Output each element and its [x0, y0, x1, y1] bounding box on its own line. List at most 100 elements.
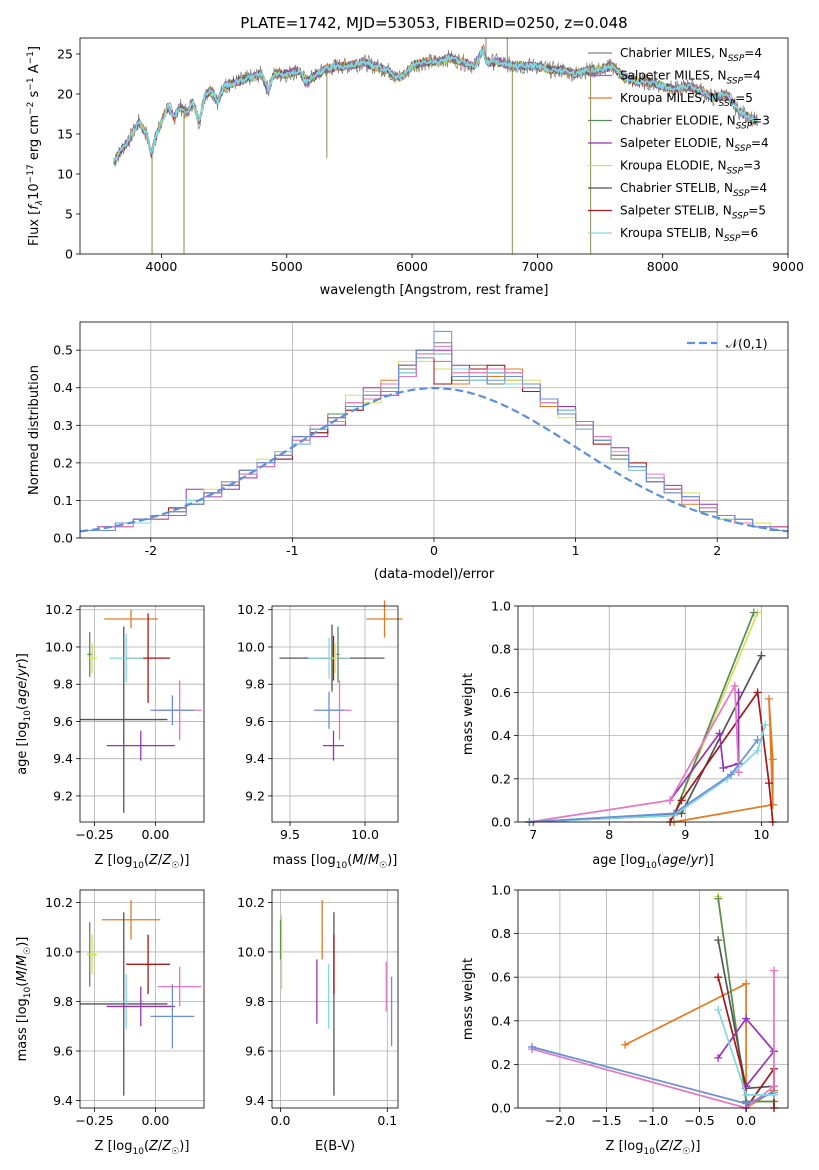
- y-tick-label: 0.6: [491, 970, 511, 985]
- y-tick-label: 9.8: [245, 677, 265, 692]
- y-tick-label: 9.4: [53, 1093, 73, 1108]
- plot-frame: [271, 889, 399, 1109]
- x-axis-label: wavelength [Angstrom, rest frame]: [320, 283, 549, 298]
- legend-label-part: SSP: [727, 77, 744, 87]
- weight-series-line: [529, 682, 740, 823]
- y-tick-label: 0.1: [53, 493, 73, 508]
- y-tick-label: 9.4: [245, 1093, 265, 1108]
- y-axis-label-part: −17: [26, 164, 36, 183]
- legend-label: Kroupa MILES, NSSP=5: [620, 91, 753, 109]
- legend-label-part: =5: [748, 204, 766, 218]
- y-tick-label: 9.8: [53, 677, 73, 692]
- legend-label: Kroupa STELIB, NSSP=6: [620, 226, 758, 244]
- plot-frame: [79, 605, 205, 823]
- weight-marker: [742, 979, 751, 988]
- y-axis-label-part: 10: [23, 710, 33, 722]
- legend-label: Kroupa ELODIE, NSSP=3: [620, 159, 761, 177]
- weight-marker: [719, 764, 728, 772]
- plot-frame: [517, 605, 789, 823]
- legend-label: Chabrier ELODIE, NSSP=3: [620, 114, 770, 132]
- spectrum-panel: 4000 5000 6000 7000 8000 9000 0 5 10 15 20 25 wavele…: [26, 37, 804, 298]
- y-axis-label-part: erg cm: [27, 115, 42, 164]
- weight-series-line: [531, 970, 775, 1109]
- legend-label: Salpeter MILES, NSSP=4: [620, 69, 761, 87]
- legend-label-part: SSP: [732, 212, 749, 222]
- x-tick-label: −0.5: [684, 1113, 714, 1128]
- y-tick-label: 9.8: [53, 994, 73, 1009]
- x-tick-label: 0.1: [377, 1113, 397, 1128]
- y-tick-label: 0.8: [491, 926, 511, 941]
- x-tick-label: 8000: [647, 259, 679, 274]
- weight-marker: [734, 768, 743, 777]
- x-axis-label-part: )]: [387, 853, 397, 868]
- weight-marker: [753, 746, 762, 755]
- y-axis-label-part: −1: [26, 77, 36, 90]
- weight-marker: [753, 735, 762, 744]
- y-tick-label: 1.0: [491, 599, 511, 614]
- x-tick-label: −2.0: [545, 1113, 575, 1128]
- x-tick-label: 7: [529, 827, 537, 842]
- y-tick-label: 0.8: [491, 642, 511, 657]
- y-axis-label: age [log10(age/yr)]: [15, 653, 33, 775]
- y-axis-label-part: 10: [23, 986, 33, 998]
- y-tick-label: 0.6: [491, 685, 511, 700]
- plot-frame: [271, 605, 399, 823]
- y-axis-label-part: A: [27, 64, 42, 77]
- age-vs-metallicity-panel: −0.25 0.009.29.49.69.810.010.2Z [log10(Z/…: [15, 602, 205, 871]
- legend-label-part: Kroupa MILES, N: [620, 91, 719, 105]
- y-tick-label: 0.2: [491, 1057, 511, 1072]
- x-axis-label-part: Z: [672, 1139, 683, 1154]
- x-axis-label-part: ☉: [171, 1147, 179, 1157]
- weight-marker: [742, 1099, 751, 1108]
- legend-label-part: SSP: [724, 234, 741, 244]
- y-tick-label: 20: [57, 87, 73, 102]
- legend-label: Chabrier MILES, NSSP=4: [620, 46, 762, 64]
- y-axis-label: Flux [fλ10−17 erg cm−2 s−1 A−1]: [26, 46, 45, 246]
- x-axis-label-part: )]: [179, 1139, 189, 1154]
- x-axis-label-part: Z: [148, 853, 159, 868]
- y-axis-label-part: f: [27, 203, 42, 210]
- weight-series-line: [669, 692, 740, 801]
- y-axis-label-part: )]: [15, 937, 30, 947]
- y-tick-label: 10.0: [45, 944, 73, 959]
- x-tick-label: 9000: [772, 259, 804, 274]
- y-axis-label: mass weight: [461, 673, 476, 755]
- model-spectrum-line: [113, 48, 759, 162]
- weight-marker: [764, 694, 773, 703]
- legend-label-part: SSP: [733, 189, 750, 199]
- x-axis-label: age [log10(age/yr)]: [592, 853, 714, 871]
- x-axis-label-part: age: [662, 853, 686, 868]
- y-tick-label: 10.2: [45, 602, 73, 617]
- x-axis-label-part: ☉: [379, 861, 387, 871]
- x-axis-label-part: )]: [690, 1139, 700, 1154]
- legend-label: Salpeter ELODIE, NSSP=4: [620, 136, 769, 154]
- x-axis-label: Z [log10(Z/Z☉)]: [95, 853, 190, 871]
- legend-label-part: Chabrier MILES, N: [620, 46, 728, 60]
- x-axis-label-part: age [log: [592, 853, 645, 868]
- legend-label: Chabrier STELIB, NSSP=4: [620, 181, 767, 199]
- x-tick-label: 10.0: [351, 827, 379, 842]
- x-tick-label: 8: [605, 827, 613, 842]
- weight-marker: [715, 729, 724, 738]
- legend-label-part: Salpeter STELIB, N: [620, 204, 732, 218]
- x-tick-label: -1: [286, 543, 298, 558]
- weight-marker: [768, 800, 777, 809]
- x-axis-label-part: Z: [148, 1139, 159, 1154]
- y-tick-label: 0.0: [491, 1101, 511, 1116]
- y-axis-label-part: 10: [27, 183, 42, 200]
- mass-vs-ebv-panel: 0.0 0.1 9.4 9.6 9.8 10.0 10.2 E(B-V): [237, 889, 399, 1154]
- y-axis-label-part: s: [27, 90, 42, 101]
- y-tick-label: 9.8: [245, 994, 265, 1009]
- x-tick-label: 7000: [521, 259, 553, 274]
- x-axis-label-part: (: [347, 853, 352, 868]
- x-axis-label-part: )]: [179, 853, 189, 868]
- weight-marker: [768, 755, 777, 764]
- x-axis-label-part: /: [364, 853, 369, 868]
- x-axis-label: Z [log10(Z/Z☉)]: [606, 1139, 701, 1157]
- x-axis-label-part: M: [368, 853, 379, 868]
- weight-marker: [730, 681, 739, 690]
- y-tick-label: 0.2: [53, 455, 73, 470]
- y-axis-label-part: M: [15, 970, 30, 981]
- y-axis-label-part: M: [15, 955, 30, 966]
- legend-label-part: Salpeter MILES, N: [620, 69, 727, 83]
